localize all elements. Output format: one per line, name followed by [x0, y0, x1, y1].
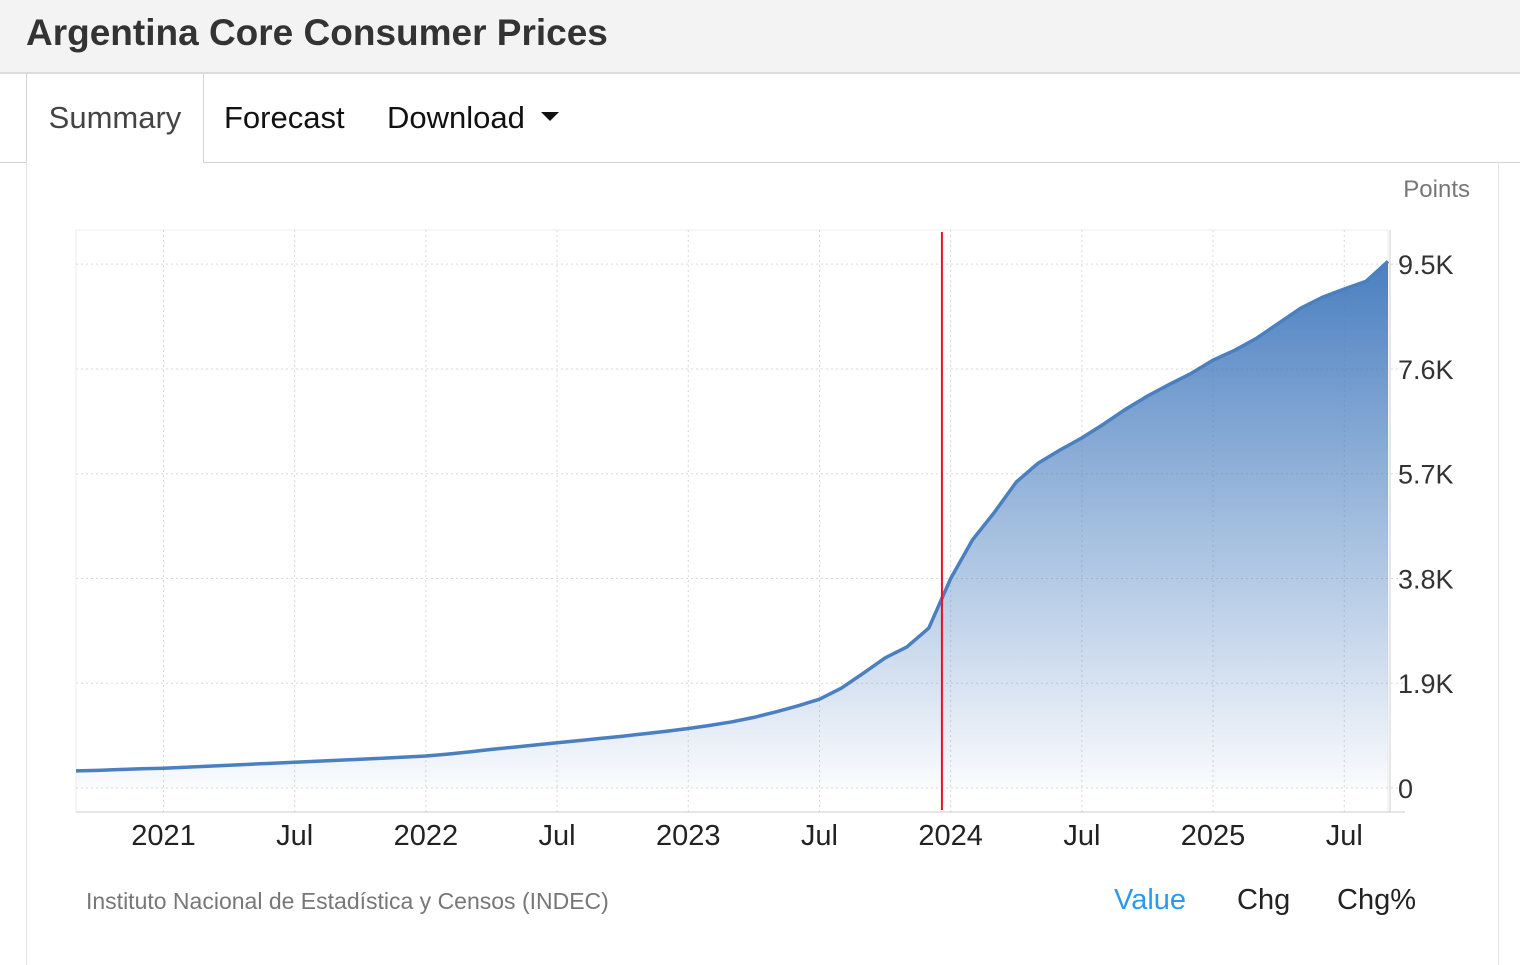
- page-header: Argentina Core Consumer Prices: [0, 0, 1520, 74]
- y-axis-unit: Points: [1403, 176, 1470, 203]
- x-tick-label: Jul: [539, 820, 576, 852]
- x-tick-label: 2025: [1181, 820, 1246, 852]
- x-tick-label: 2023: [656, 820, 721, 852]
- x-tick-label: 2024: [918, 820, 983, 852]
- y-tick-label: 3.8K: [1398, 564, 1454, 594]
- tab-bar: Summary Forecast Download: [0, 74, 1520, 163]
- value-button[interactable]: Value: [1114, 884, 1187, 916]
- source-text: Instituto Nacional de Estadística y Cens…: [86, 888, 609, 914]
- y-tick-label: 1.9K: [1398, 669, 1454, 699]
- caret-down-icon: [540, 112, 559, 122]
- y-tick-label: 9.5K: [1398, 250, 1454, 280]
- x-tick-label: Jul: [1063, 820, 1100, 852]
- area-fill: [76, 261, 1388, 789]
- x-tick-label: Jul: [1326, 820, 1363, 852]
- chg-percent-button[interactable]: Chg%: [1337, 884, 1416, 916]
- tab-forecast[interactable]: Forecast: [224, 100, 345, 135]
- download-label: Download: [387, 100, 525, 135]
- x-tick-label: 2022: [394, 820, 459, 852]
- y-tick-label: 5.7K: [1398, 460, 1454, 490]
- tab-download[interactable]: Download: [387, 74, 559, 162]
- chg-button[interactable]: Chg: [1237, 884, 1291, 916]
- tab-summary[interactable]: Summary: [26, 74, 204, 163]
- y-tick-label: 7.6K: [1398, 355, 1454, 385]
- y-tick-label: 0: [1398, 774, 1413, 804]
- x-tick-label: 2021: [131, 820, 196, 852]
- x-tick-label: Jul: [276, 820, 313, 852]
- page-title: Argentina Core Consumer Prices: [26, 12, 608, 53]
- series-line: [75, 260, 1390, 773]
- x-tick-label: Jul: [801, 820, 838, 852]
- chart-panel: [26, 162, 1499, 965]
